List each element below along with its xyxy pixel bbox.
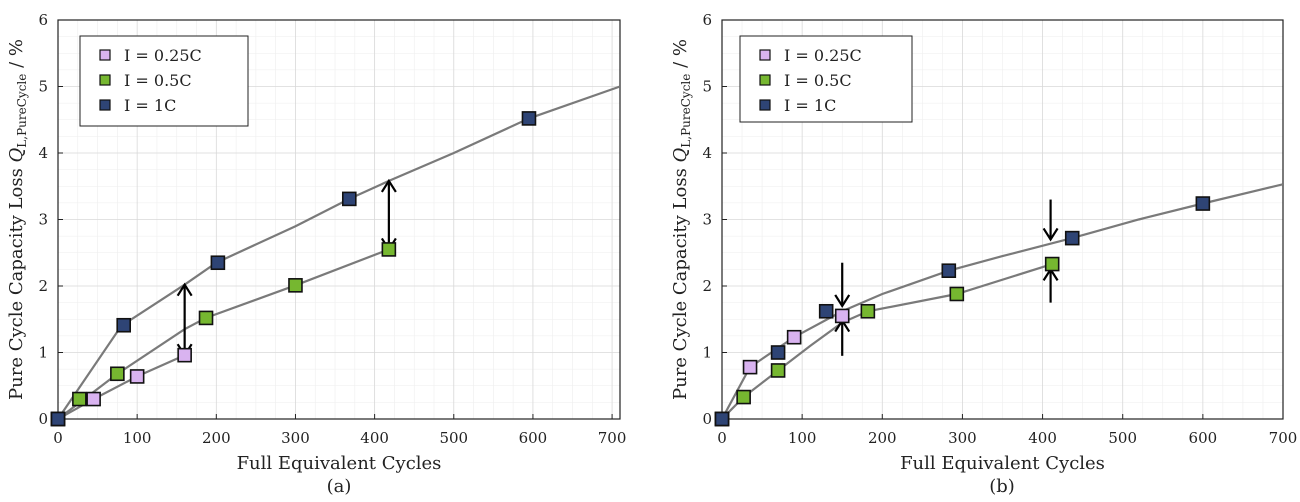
fit-lines xyxy=(58,85,620,419)
data-point xyxy=(834,308,850,324)
y-axis-title: Pure Cycle Capacity Loss QL,PureCycle / … xyxy=(6,39,29,400)
data-point xyxy=(770,363,786,378)
x-tick-label: 100 xyxy=(123,429,152,447)
y-tick-label: 0 xyxy=(38,410,48,428)
legend: I = 0.25C I = 0.5C I = 1C xyxy=(79,35,249,127)
data-markers xyxy=(714,196,1211,427)
y-tick-label: 4 xyxy=(38,144,48,162)
x-tick-label: 200 xyxy=(868,429,897,447)
data-point xyxy=(521,111,537,126)
arrow-head xyxy=(176,282,193,297)
x-axis-title: Full Equivalent Cycles xyxy=(237,453,442,474)
y-tick-label: 0 xyxy=(702,410,712,428)
data-point xyxy=(736,389,751,405)
legend-swatch xyxy=(99,49,111,61)
data-point xyxy=(860,303,876,319)
data-point xyxy=(129,369,145,384)
data-point xyxy=(50,411,66,427)
data-point xyxy=(210,255,226,271)
fit-line xyxy=(58,248,390,419)
y-tick-label: 3 xyxy=(702,211,712,229)
x-tick-label: 700 xyxy=(1269,429,1298,447)
x-tick-label: 400 xyxy=(360,429,389,447)
x-tick-label: 700 xyxy=(598,429,627,447)
legend-label: I = 0.25C xyxy=(784,46,862,65)
arrow-head xyxy=(834,294,851,308)
data-point xyxy=(949,286,965,302)
data-point xyxy=(177,347,192,363)
y-tick-label: 4 xyxy=(702,144,712,162)
chart-panel-a: 0 100 200 300 400 500 600 700 0 1 2 3 4 5 6 Full Equiva… xyxy=(6,11,626,497)
legend-swatch xyxy=(99,74,111,86)
data-point xyxy=(198,310,214,326)
x-tick-label: 400 xyxy=(1028,429,1057,447)
x-tick-label: 200 xyxy=(202,429,231,447)
chart-panel-b: 0 100 200 300 400 500 600 700 0 1 2 3 4 5 6 Full Equiva… xyxy=(670,11,1297,497)
y-tick-label: 1 xyxy=(702,344,712,362)
legend-swatch xyxy=(759,74,771,86)
data-point xyxy=(818,303,834,319)
y-tick-label: 2 xyxy=(38,277,48,295)
x-tick-label: 500 xyxy=(439,429,468,447)
data-markers xyxy=(50,111,537,427)
legend-label: I = 1C xyxy=(124,96,176,115)
x-tick-label: 0 xyxy=(717,429,727,447)
y-tick-label: 1 xyxy=(38,344,48,362)
data-point xyxy=(116,317,131,333)
data-point xyxy=(742,359,758,375)
fit-line xyxy=(58,354,186,419)
y-tick-label: 3 xyxy=(38,211,48,229)
x-tick-label: 0 xyxy=(53,429,63,447)
legend-swatch xyxy=(99,99,111,111)
data-point xyxy=(786,329,802,345)
data-point xyxy=(1064,230,1080,246)
legend-swatch xyxy=(759,99,771,111)
x-tick-label: 300 xyxy=(281,429,310,447)
data-point xyxy=(86,391,101,407)
y-tick-label: 5 xyxy=(38,78,48,96)
x-tick-label: 500 xyxy=(1108,429,1137,447)
legend-label: I = 0.25C xyxy=(124,46,202,65)
arrow-head xyxy=(1042,227,1059,242)
data-point xyxy=(288,278,303,293)
data-point xyxy=(1195,196,1211,211)
data-point xyxy=(1044,256,1060,272)
data-point xyxy=(714,411,730,427)
data-point xyxy=(341,191,357,207)
x-tick-label: 100 xyxy=(788,429,817,447)
data-point xyxy=(770,345,786,360)
y-tick-label: 2 xyxy=(702,277,712,295)
legend-label: I = 1C xyxy=(784,96,836,115)
y-tick-label: 6 xyxy=(702,11,712,29)
panel-label: (b) xyxy=(989,476,1015,497)
data-point xyxy=(72,391,87,407)
data-point xyxy=(381,242,397,257)
data-point xyxy=(110,366,125,382)
y-tick-label: 5 xyxy=(702,78,712,96)
data-point xyxy=(941,263,957,279)
legend-label: I = 0.5C xyxy=(124,71,192,90)
legend: I = 0.25C I = 0.5C I = 1C xyxy=(739,35,913,123)
y-tick-label: 6 xyxy=(38,11,48,29)
arrow-head xyxy=(380,178,397,193)
x-axis-title: Full Equivalent Cycles xyxy=(900,453,1105,474)
legend-label: I = 0.5C xyxy=(784,71,852,90)
x-tick-label: 600 xyxy=(1189,429,1218,447)
x-tick-label: 600 xyxy=(519,429,548,447)
legend-swatch xyxy=(759,49,771,61)
y-axis-title: Pure Cycle Capacity Loss QL,PureCycle / … xyxy=(670,39,693,400)
panel-label: (a) xyxy=(327,476,352,497)
x-tick-label: 300 xyxy=(948,429,977,447)
fit-line xyxy=(58,85,620,419)
arrows xyxy=(176,178,397,358)
